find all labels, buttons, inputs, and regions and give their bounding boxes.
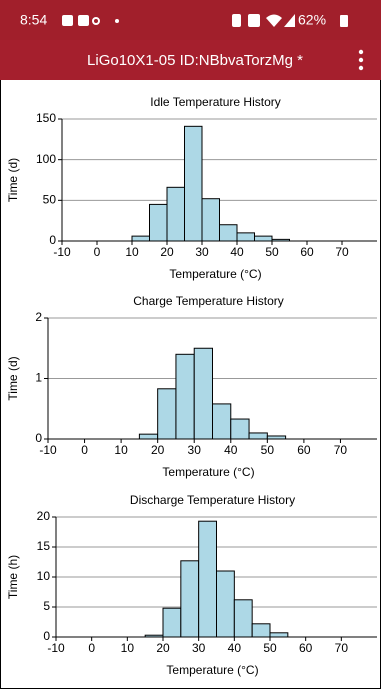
menu-dot[interactable] bbox=[359, 50, 363, 54]
x-tick-label: 30 bbox=[195, 245, 209, 259]
x-tick-label: 50 bbox=[261, 443, 275, 457]
x-tick-label: 40 bbox=[228, 641, 242, 655]
bar bbox=[199, 521, 217, 637]
y-tick-label: 5 bbox=[43, 599, 50, 613]
bar bbox=[139, 434, 157, 439]
bar bbox=[194, 348, 212, 439]
menu-button[interactable] bbox=[359, 50, 363, 70]
x-tick-label: 20 bbox=[151, 443, 165, 457]
y-tick-label: 100 bbox=[36, 152, 56, 166]
x-tick-label: 60 bbox=[300, 245, 314, 259]
chart-title: Discharge Temperature History bbox=[130, 493, 295, 507]
x-tick-label: -10 bbox=[53, 245, 71, 259]
x-axis-label: Temperature (°C) bbox=[162, 465, 254, 479]
bar bbox=[132, 236, 150, 241]
x-tick-label: 70 bbox=[334, 443, 348, 457]
bar bbox=[237, 233, 255, 241]
y-tick-label: 20 bbox=[37, 509, 51, 523]
status-icon bbox=[248, 14, 260, 27]
x-tick-label: 10 bbox=[114, 443, 128, 457]
app-title: LiGo10X1-05 ID:NBbvaTorzMg * bbox=[87, 52, 303, 69]
bar bbox=[213, 404, 231, 439]
bar bbox=[185, 126, 203, 241]
bar bbox=[220, 225, 238, 241]
screen: 8:54 62% LiGo10X1-05 ID:NBbvaTorzMg * Id… bbox=[0, 0, 381, 689]
battery-level: 62% bbox=[298, 12, 326, 28]
bar bbox=[249, 433, 267, 439]
x-tick-label: 50 bbox=[265, 245, 279, 259]
x-tick-label: 40 bbox=[230, 245, 244, 259]
status-icon bbox=[78, 15, 89, 26]
x-tick-label: 70 bbox=[335, 641, 349, 655]
y-axis-label: Time (h) bbox=[6, 555, 20, 599]
chart-title: Idle Temperature History bbox=[150, 95, 281, 109]
chart-title: Charge Temperature History bbox=[133, 294, 284, 308]
x-tick-label: 40 bbox=[224, 443, 238, 457]
x-tick-label: 10 bbox=[121, 641, 135, 655]
bar bbox=[202, 199, 220, 241]
x-axis-label: Temperature (°C) bbox=[169, 267, 261, 281]
x-tick-label: 30 bbox=[188, 443, 202, 457]
status-icon bbox=[115, 19, 119, 23]
bar bbox=[163, 608, 181, 637]
x-tick-label: 50 bbox=[263, 641, 277, 655]
x-tick-label: 20 bbox=[156, 641, 170, 655]
y-axis-label: Time (d) bbox=[6, 356, 20, 400]
bar bbox=[231, 419, 249, 439]
bar bbox=[270, 633, 288, 637]
status-icon bbox=[232, 14, 241, 27]
bar bbox=[255, 236, 273, 241]
y-axis-label: Time (d) bbox=[6, 158, 20, 202]
y-tick-label: 10 bbox=[37, 569, 51, 583]
y-tick-label: 15 bbox=[37, 539, 51, 553]
x-tick-label: 0 bbox=[81, 443, 88, 457]
x-tick-label: 10 bbox=[125, 245, 139, 259]
status-icon bbox=[62, 15, 73, 26]
bar bbox=[167, 187, 185, 241]
menu-dot[interactable] bbox=[359, 58, 363, 62]
bar bbox=[176, 354, 194, 439]
bar bbox=[150, 204, 168, 241]
status-time: 8:54 bbox=[20, 12, 47, 28]
bar bbox=[217, 571, 235, 637]
page: 8:54 62% LiGo10X1-05 ID:NBbvaTorzMg * Id… bbox=[0, 0, 381, 689]
x-tick-label: 70 bbox=[335, 245, 349, 259]
x-tick-label: -10 bbox=[47, 641, 65, 655]
x-tick-label: 60 bbox=[297, 443, 311, 457]
x-tick-label: 0 bbox=[88, 641, 95, 655]
y-tick-label: 50 bbox=[43, 193, 57, 207]
y-tick-label: 150 bbox=[36, 111, 56, 125]
x-tick-label: 30 bbox=[192, 641, 206, 655]
menu-dot[interactable] bbox=[359, 66, 363, 70]
y-tick-label: 1 bbox=[35, 371, 42, 385]
x-tick-label: 60 bbox=[299, 641, 313, 655]
x-tick-label: -10 bbox=[39, 443, 57, 457]
bar bbox=[234, 600, 252, 637]
bar bbox=[181, 561, 199, 637]
x-tick-label: 20 bbox=[160, 245, 174, 259]
x-tick-label: 0 bbox=[94, 245, 101, 259]
y-tick-label: 2 bbox=[35, 310, 42, 324]
bar bbox=[158, 389, 176, 439]
battery-icon bbox=[340, 15, 348, 27]
x-axis-label: Temperature (°C) bbox=[166, 663, 258, 677]
bar bbox=[252, 624, 270, 637]
